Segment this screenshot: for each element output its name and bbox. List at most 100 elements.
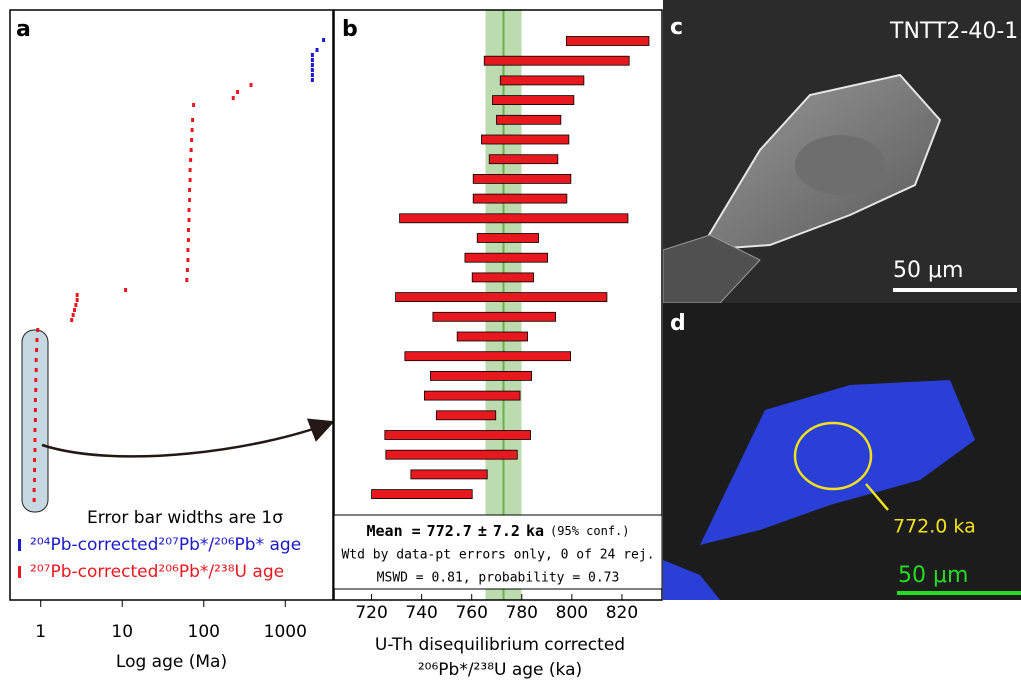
point: [33, 448, 37, 452]
point: [35, 348, 39, 352]
range-bar: [464, 252, 548, 263]
legend-label: ²⁰⁷Pb-corrected²⁰⁶Pb*/²³⁸U age: [30, 562, 284, 582]
point: [310, 68, 314, 72]
sample-label: TNTT2-40-1: [889, 19, 1018, 44]
point: [188, 178, 192, 182]
range-bar: [472, 173, 572, 184]
x-tick-label: 720: [355, 603, 387, 623]
stats-mean: Mean = 772.7 ±7.2 ka (95% conf.): [366, 522, 629, 540]
point: [34, 378, 38, 382]
sem-image: TNTT2-40-1 50 μm c: [663, 0, 1021, 303]
stats-part: ±: [478, 522, 487, 540]
range-bar: [492, 95, 575, 105]
range-bar: [385, 449, 518, 460]
point: [190, 138, 194, 142]
point: [188, 188, 192, 192]
point: [187, 238, 191, 242]
point: [189, 148, 193, 152]
point: [74, 303, 78, 307]
point: [310, 78, 314, 82]
range-bar: [496, 114, 562, 125]
x-tick-label: 100: [188, 622, 220, 642]
panel-label: d: [670, 311, 686, 336]
point: [310, 58, 314, 62]
point: [75, 298, 79, 302]
point: [185, 278, 189, 282]
point: [186, 258, 190, 262]
scale-label: 50 μm: [898, 563, 968, 588]
x-axis-label: Log age (Ma): [116, 652, 227, 672]
cl-image: 772.0 ka 50 μm d: [663, 303, 1021, 600]
range-bar: [371, 489, 473, 500]
point: [33, 428, 37, 432]
point: [33, 468, 37, 472]
range-bar: [481, 134, 570, 145]
range-bar: [436, 410, 497, 421]
panel-label: b: [342, 17, 358, 42]
legend-swatch: [18, 539, 21, 551]
point: [33, 478, 37, 482]
point: [192, 103, 196, 107]
point: [35, 338, 39, 342]
point: [71, 313, 75, 317]
point: [190, 128, 194, 132]
range-bar: [432, 311, 556, 322]
point: [187, 218, 191, 222]
stats-part: Mean =: [366, 522, 420, 540]
x-tick-label: 1000: [264, 622, 307, 642]
stats-part: ka: [526, 522, 544, 540]
point: [231, 96, 235, 100]
range-bar: [476, 233, 539, 243]
point: [70, 318, 74, 322]
point: [188, 168, 192, 172]
range-bar: [395, 292, 608, 303]
point: [310, 63, 314, 67]
stats-box: [333, 514, 663, 590]
point: [186, 248, 190, 252]
plot-frame: [333, 9, 663, 601]
x-tick-label: 800: [556, 603, 588, 623]
range-bar: [488, 154, 559, 165]
point: [315, 48, 319, 52]
range-bar: [429, 370, 532, 381]
point: [322, 38, 326, 42]
point: [36, 328, 40, 332]
point: [73, 308, 77, 312]
legend-swatch: [18, 566, 21, 578]
point: [187, 228, 191, 232]
point: [33, 408, 37, 412]
x-axis-label: U-Th disequilibrium corrected: [375, 635, 625, 655]
range-bar: [471, 272, 534, 283]
point: [32, 488, 36, 492]
range-bar: [472, 193, 568, 204]
range-bar: [483, 55, 630, 66]
range-bar: [456, 331, 528, 342]
stats-part: (95% conf.): [550, 524, 629, 538]
x-tick-label: 760: [455, 603, 487, 623]
point: [191, 118, 195, 122]
point: [185, 268, 189, 272]
point: [236, 90, 240, 94]
age-annotation: 772.0 ka: [893, 516, 976, 538]
point: [187, 208, 191, 212]
point: [33, 398, 37, 402]
x-tick-label: 1: [35, 622, 46, 642]
x-tick-label: 10: [111, 622, 133, 642]
x-tick-label: 780: [506, 603, 538, 623]
point: [124, 288, 128, 292]
point: [189, 158, 193, 162]
plot-frame: [9, 9, 334, 601]
range-bar: [399, 213, 629, 224]
x-tick-label: 740: [405, 603, 437, 623]
range-bar: [499, 75, 585, 86]
point: [249, 83, 253, 87]
point: [310, 53, 314, 57]
arrow: [41, 418, 335, 458]
panel-label: c: [670, 15, 683, 40]
range-bar: [423, 390, 521, 401]
point: [75, 293, 79, 297]
stats-part: 7.2: [493, 522, 520, 540]
point: [32, 498, 36, 502]
note: Error bar widths are 1σ: [87, 508, 283, 528]
